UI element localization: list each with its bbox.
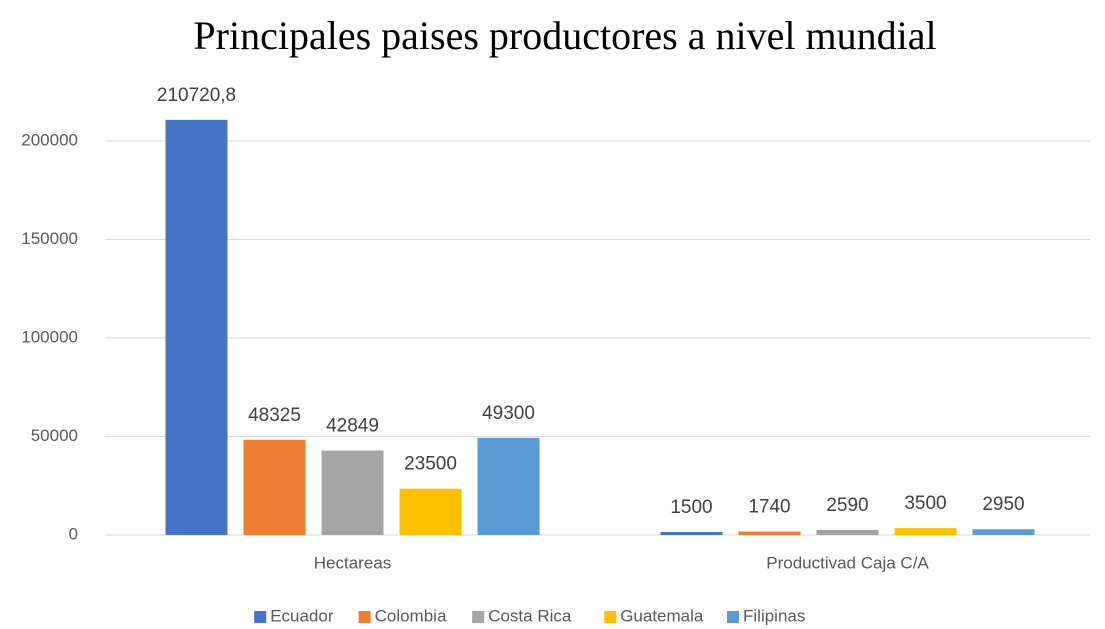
legend-label: Colombia	[375, 606, 447, 625]
y-tick-label: 200000	[21, 130, 78, 149]
chart-title: Principales paises productores a nivel m…	[193, 13, 936, 58]
bar	[477, 437, 540, 535]
legend-label: Filipinas	[743, 606, 805, 625]
bar	[738, 531, 801, 535]
y-tick-label: 0	[69, 524, 78, 543]
bar	[165, 119, 228, 536]
bar	[972, 529, 1035, 535]
data-label: 2590	[826, 495, 868, 516]
x-tick-label: Productivad Caja C/A	[766, 553, 929, 572]
bar	[399, 488, 462, 535]
legend-swatch	[358, 611, 371, 623]
bar	[660, 532, 723, 535]
legend-swatch	[604, 611, 617, 623]
bar	[894, 528, 957, 535]
legend-label: Guatemala	[620, 606, 704, 625]
bar	[816, 529, 879, 535]
y-tick-label: 100000	[21, 327, 78, 346]
data-label: 49300	[482, 403, 535, 424]
data-label: 210720,8	[157, 85, 236, 106]
data-label: 1500	[670, 497, 712, 518]
data-label: 48325	[248, 405, 301, 426]
bar	[243, 439, 306, 535]
legend-swatch	[254, 611, 267, 623]
y-tick-label: 150000	[21, 229, 78, 248]
legend-label: Costa Rica	[488, 606, 572, 625]
data-label: 23500	[404, 454, 457, 475]
data-label: 1740	[748, 497, 790, 518]
legend-swatch	[472, 611, 485, 623]
data-label: 2950	[982, 494, 1024, 515]
data-label: 42849	[326, 416, 379, 437]
legend-swatch	[727, 611, 739, 623]
bar	[321, 450, 384, 535]
y-tick-label: 50000	[31, 426, 78, 445]
data-label: 3500	[904, 493, 946, 514]
x-tick-label: Hectareas	[314, 553, 391, 572]
legend-label: Ecuador	[270, 606, 334, 625]
